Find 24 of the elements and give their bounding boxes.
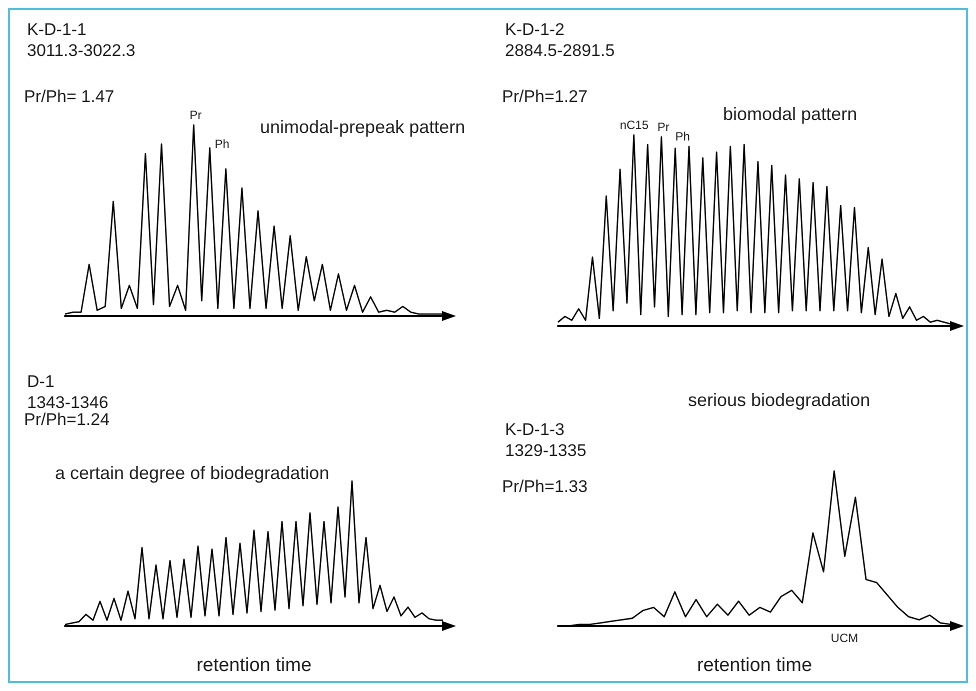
text: Pr/Ph= 1.47 <box>24 87 114 106</box>
text: nC15 <box>620 118 649 132</box>
x-axis-title: retention time <box>196 655 312 676</box>
text: Pr/Ph=1.27 <box>502 87 588 106</box>
chart-title: D-1 <box>27 372 54 391</box>
chart-subtitle: 3011.3-3022.3 <box>27 41 136 60</box>
chart-title: K-D-1-1 <box>27 20 87 39</box>
annotation: a certain degree of biodegradation <box>55 463 330 483</box>
text: Pr/Ph=1.24 <box>24 410 110 429</box>
chart-subtitle: 2884.5-2891.5 <box>505 41 615 60</box>
chart-subtitle: 1329-1335 <box>505 441 586 460</box>
annotation: Pr/Ph=1.33 <box>502 477 588 496</box>
annotation: unimodal-prepeak pattern <box>260 117 466 137</box>
chart-subtitle: 1343-1346 <box>27 393 108 412</box>
text: UCM <box>830 631 858 645</box>
x-axis-title: retention time <box>696 655 812 676</box>
text: serious biodegradation <box>688 390 870 410</box>
chart-title: K-D-1-2 <box>505 20 565 39</box>
text: biomodal pattern <box>723 104 858 124</box>
annotation: Ph <box>214 136 230 151</box>
chart-title: K-D-1-3 <box>505 420 565 439</box>
text: Pr <box>657 120 670 134</box>
annotation: Ph <box>675 129 690 144</box>
text: Pr <box>190 108 202 122</box>
